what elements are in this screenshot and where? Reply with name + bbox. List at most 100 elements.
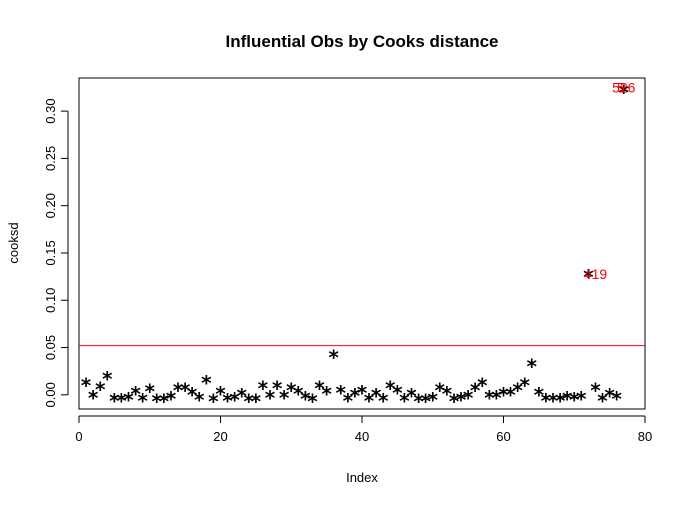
data-point: * (505, 383, 517, 407)
x-axis-label: Index (346, 470, 378, 485)
data-point: * (575, 387, 587, 411)
data-point: * (222, 389, 234, 413)
data-point: * (87, 386, 99, 410)
data-point: * (462, 386, 474, 410)
data-point: * (547, 389, 559, 413)
data-point: * (561, 387, 573, 411)
data-point: * (568, 388, 580, 412)
data-point: * (519, 374, 531, 398)
data-point: * (377, 389, 389, 413)
data-point: * (264, 386, 276, 410)
y-axis: 0.00 0.05 0.10 0.15 0.20 0.25 0.30 (43, 98, 69, 407)
data-point: * (271, 376, 283, 400)
data-point: * (123, 388, 135, 412)
data-point: * (597, 389, 609, 413)
data-point: * (130, 382, 142, 406)
data-point: * (80, 374, 92, 398)
data-point: * (476, 374, 488, 398)
data-point: * (391, 381, 403, 405)
data-point: * (497, 383, 509, 407)
point-annotation: 526 (612, 79, 636, 95)
data-point: * (207, 390, 219, 414)
data-point: * (108, 389, 120, 413)
data-point: * (526, 355, 538, 379)
chart-title: Influential Obs by Cooks distance (226, 32, 499, 51)
data-point: * (349, 384, 361, 408)
data-point: * (193, 388, 205, 412)
data-point: * (257, 376, 269, 400)
data-point: * (179, 378, 191, 402)
data-point: * (299, 387, 311, 411)
x-tick-label: 0 (75, 429, 82, 444)
data-point: * (292, 382, 304, 406)
data-point: * (137, 389, 149, 413)
data-point: * (483, 386, 495, 410)
data-points: ****************************************… (80, 80, 630, 413)
data-point: * (589, 378, 601, 402)
data-point: * (398, 389, 410, 413)
data-point: * (413, 390, 425, 414)
data-point: * (490, 386, 502, 410)
x-axis: 0 20 40 60 80 (75, 415, 652, 444)
data-point: * (214, 382, 226, 406)
y-tick-label: 0.15 (43, 240, 58, 265)
data-point: * (342, 389, 354, 413)
y-tick-label: 0.25 (43, 146, 58, 171)
data-point: * (101, 367, 113, 391)
data-point: * (554, 389, 566, 413)
data-point: * (321, 382, 333, 406)
data-point: * (455, 388, 467, 412)
data-point: * (427, 388, 439, 412)
data-point: * (229, 388, 241, 412)
x-tick-label: 60 (496, 429, 510, 444)
data-point: * (236, 384, 248, 408)
y-axis-label: cooksd (6, 222, 21, 263)
plot-frame (78, 77, 646, 410)
data-point: * (370, 384, 382, 408)
data-point: * (186, 383, 198, 407)
data-point: * (243, 390, 255, 414)
data-point: * (582, 265, 594, 289)
data-point: * (406, 384, 418, 408)
data-point: * (356, 381, 368, 405)
x-tick-label: 40 (355, 429, 369, 444)
data-point: * (314, 376, 326, 400)
data-point: * (533, 383, 545, 407)
y-tick-label: 0.20 (43, 193, 58, 218)
data-point: * (441, 382, 453, 406)
x-tick-label: 80 (638, 429, 652, 444)
y-tick-label: 0.10 (43, 288, 58, 313)
data-point: * (285, 378, 297, 402)
data-point: * (618, 80, 630, 104)
y-tick-label: 0.30 (43, 98, 58, 123)
data-point: * (115, 389, 127, 413)
data-point: * (335, 381, 347, 405)
y-tick-label: 0.00 (43, 382, 58, 407)
data-point: * (328, 345, 340, 369)
data-point: * (448, 390, 460, 414)
data-point: * (158, 390, 170, 414)
data-point: * (384, 376, 396, 400)
data-point: * (420, 390, 432, 414)
x-tick-label: 20 (213, 429, 227, 444)
data-point: * (172, 378, 184, 402)
data-point: * (278, 386, 290, 410)
data-point: * (151, 390, 163, 414)
data-point: * (512, 378, 524, 402)
data-point: * (604, 384, 616, 408)
data-point: * (306, 390, 318, 414)
data-point: * (363, 389, 375, 413)
data-point: * (250, 390, 262, 414)
data-point: * (94, 377, 106, 401)
data-point: * (165, 387, 177, 411)
data-point: * (200, 371, 212, 395)
data-point: * (144, 379, 156, 403)
point-annotation: 5 (617, 79, 625, 95)
data-point: * (611, 387, 623, 411)
point-annotation: 419 (584, 266, 608, 282)
y-tick-label: 0.05 (43, 335, 58, 360)
data-point: * (469, 378, 481, 402)
data-point: * (540, 389, 552, 413)
